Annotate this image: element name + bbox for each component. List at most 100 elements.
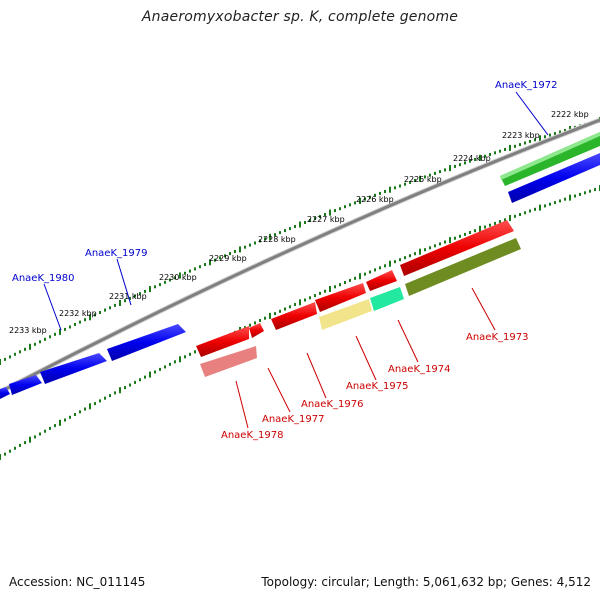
- scale-tick: [364, 197, 366, 201]
- gene-label[interactable]: AnaeK_1975: [346, 381, 408, 392]
- gene-anaek-1973[interactable]: [400, 220, 521, 296]
- scale-tick: [34, 342, 36, 346]
- scale-tick: [499, 220, 501, 224]
- scale-tick: [79, 410, 81, 414]
- gene-anaek-1976[interactable]: [271, 302, 317, 330]
- gene-anaek-1978[interactable]: [196, 326, 257, 377]
- scale-tick: [319, 291, 321, 295]
- genome-info-text: Topology: circular; Length: 5,061,632 bp…: [261, 575, 591, 589]
- scale-tick: [94, 402, 96, 406]
- scale-tick: [134, 380, 136, 384]
- scale-tick: [579, 192, 581, 196]
- scale-tick: [124, 386, 126, 390]
- gene-label[interactable]: AnaeK_1977: [262, 414, 324, 425]
- gene-anaek-1974[interactable]: [366, 270, 404, 311]
- scale-tick: [154, 285, 156, 289]
- scale-tick: [449, 165, 451, 172]
- scale-tick: [539, 204, 541, 211]
- scale-tick: [129, 296, 131, 300]
- scale-label: 2224 kbp: [453, 154, 491, 163]
- scale-tick: [169, 278, 171, 282]
- scale-tick: [399, 258, 401, 262]
- scale-tick: [284, 307, 286, 311]
- scale-tick: [84, 407, 86, 411]
- gene-label[interactable]: AnaeK_1973: [466, 332, 528, 343]
- scale-tick: [4, 357, 6, 361]
- scale-tick: [324, 289, 326, 293]
- scale-tick: [344, 281, 346, 284]
- scale-tick: [104, 308, 106, 312]
- forward-genes: [0, 132, 600, 399]
- scale-tick: [464, 161, 466, 165]
- gene-anaek-1977[interactable]: [249, 323, 264, 338]
- scale-tick: [289, 305, 291, 309]
- scale-tick: [429, 246, 431, 250]
- gene-label[interactable]: AnaeK_1979: [85, 248, 147, 259]
- scale-tick: [64, 327, 66, 331]
- gene-label[interactable]: AnaeK_1972: [495, 80, 557, 91]
- scale-tick: [69, 415, 71, 419]
- gene-anaek-1979[interactable]: [107, 324, 186, 361]
- scale-tick: [414, 252, 416, 256]
- gene-label[interactable]: AnaeK_1976: [301, 399, 363, 410]
- scale-tick: [539, 135, 541, 142]
- gene-forward-blue[interactable]: [508, 153, 600, 203]
- scale-label: 2227 kbp: [307, 215, 345, 224]
- scale-tick: [414, 179, 416, 182]
- scale-tick: [119, 300, 121, 306]
- scale-tick: [524, 211, 526, 215]
- scale-tick: [349, 203, 351, 207]
- scale-label: 2233 kbp: [9, 326, 47, 335]
- scale-tick: [169, 362, 171, 366]
- scale-tick: [54, 332, 56, 336]
- scale-tick: [239, 246, 241, 253]
- scale-tick: [269, 312, 271, 319]
- scale-tick: [4, 452, 6, 456]
- scale-tick: [554, 132, 556, 136]
- scale-tick: [549, 133, 551, 137]
- scale-tick: [244, 245, 246, 249]
- scale-label: 2222 kbp: [551, 110, 589, 119]
- gene-anaek-1975[interactable]: [315, 283, 372, 330]
- scale-tick: [504, 148, 506, 151]
- scale-label: 2228 kbp: [258, 235, 296, 244]
- gene-anaek-1972[interactable]: [500, 132, 600, 186]
- scale-tick: [29, 436, 31, 443]
- scale-tick: [354, 201, 356, 205]
- scale-tick: [589, 189, 591, 193]
- scale-tick: [44, 429, 46, 433]
- scale-tick: [289, 227, 291, 231]
- scale-tick: [294, 225, 296, 228]
- scale-tick: [224, 254, 226, 258]
- scale-tick: [19, 350, 21, 354]
- scale-tick: [359, 273, 361, 280]
- gene-label[interactable]: AnaeK_1974: [388, 364, 450, 375]
- scale-tick: [314, 217, 316, 220]
- scale-tick: [429, 173, 431, 177]
- scale-tick: [399, 184, 401, 188]
- scale-label: 2225 kbp: [404, 175, 442, 184]
- scale-tick: [424, 175, 426, 179]
- scale-tick: [354, 276, 356, 280]
- scale-tick: [89, 314, 91, 321]
- scale-tick: [499, 149, 501, 153]
- scale-tick: [594, 188, 596, 192]
- gene-label[interactable]: AnaeK_1980: [12, 273, 74, 284]
- scale-tick: [434, 171, 436, 175]
- scale-tick: [549, 202, 551, 206]
- scale-tick: [9, 355, 11, 359]
- scale-tick: [404, 256, 406, 260]
- gene-label[interactable]: AnaeK_1978: [221, 430, 283, 441]
- scale-tick: [479, 225, 481, 232]
- scale-tick: [394, 260, 396, 264]
- scale-tick: [174, 276, 176, 280]
- scale-tick: [184, 271, 186, 275]
- scale-tick: [194, 267, 196, 271]
- scale-tick: [584, 191, 586, 195]
- scale-tick: [139, 292, 141, 296]
- scale-tick: [109, 394, 111, 398]
- scale-tick: [319, 215, 321, 218]
- gene-anaek-1980[interactable]: [0, 353, 107, 399]
- scale-tick: [409, 180, 411, 184]
- scale-tick: [454, 236, 456, 240]
